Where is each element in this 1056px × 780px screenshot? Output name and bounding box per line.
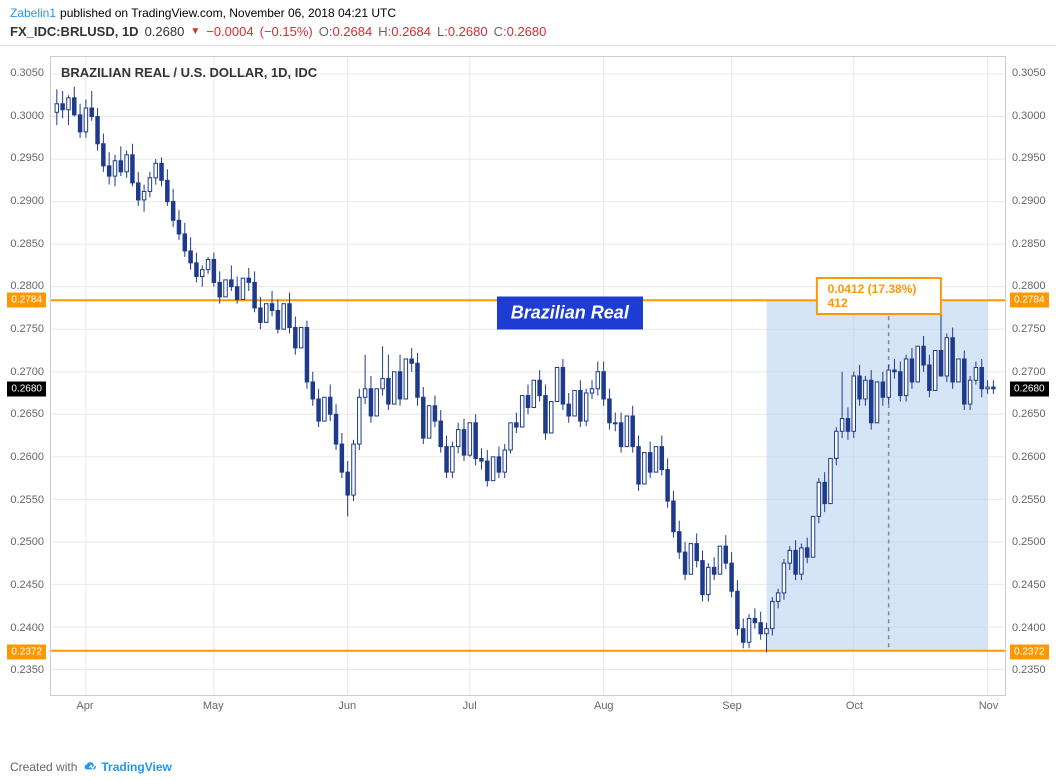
ohlc-c-label: C: [494,24,507,39]
ohlc-l: 0.2680 [448,24,488,39]
y-tick: 0.3000 [1008,110,1056,122]
x-tick: Nov [979,700,999,712]
ohlc-c: 0.2680 [507,24,547,39]
x-axis: Apr May Jun Jul Aug Sep Oct Nov [50,696,1006,716]
down-arrow-icon: ▼ [190,26,200,37]
x-tick: Apr [76,700,93,712]
price-marker: 0.2680 [1010,381,1049,396]
y-tick: 0.2400 [1008,622,1056,634]
tradingview-logo[interactable]: TradingView [83,760,171,774]
y-tick: 0.2850 [1008,238,1056,250]
x-tick: Jul [463,700,477,712]
x-tick: Jun [338,700,356,712]
x-tick: Sep [722,700,742,712]
publish-info: published on TradingView.com, November 0… [60,6,396,20]
y-axis-right: 0.2350 0.2400 0.2450 0.2500 0.2550 0.2600 0.26… [1008,56,1056,696]
price-marker: 0.2680 [7,381,46,396]
chart-title: BRAZILIAN REAL / U.S. DOLLAR, 1D, IDC [61,65,317,80]
y-tick: 0.2600 [1008,451,1056,463]
price-marker: 0.2784 [1010,293,1049,308]
y-tick: 0.2750 [1008,323,1056,335]
y-tick: 0.2950 [1008,152,1056,164]
y-tick: 0.2450 [1008,579,1056,591]
last-price: 0.2680 [145,24,185,39]
footer: Created with TradingView [10,760,172,774]
ohlc-h-label: H: [378,24,391,39]
y-tick: 0.2750 [0,323,48,335]
y-tick: 0.2800 [1008,280,1056,292]
price-marker: 0.2784 [7,293,46,308]
price-change-pct: (−0.15%) [260,24,313,39]
y-tick: 0.2350 [1008,664,1056,676]
y-tick: 0.2500 [0,536,48,548]
chart-canvas [51,57,1005,695]
price-marker: 0.2372 [1010,644,1049,659]
y-tick: 0.2700 [1008,366,1056,378]
annotation-label: Brazilian Real [497,297,643,330]
price-marker: 0.2372 [7,644,46,659]
y-tick: 0.3050 [1008,67,1056,79]
y-tick: 0.2400 [0,622,48,634]
ticker-symbol: FX_IDC:BRLUSD, 1D [10,24,139,39]
y-tick: 0.2450 [0,579,48,591]
y-tick: 0.2500 [1008,536,1056,548]
chart-container[interactable]: 0.2350 0.2400 0.2450 0.2500 0.2550 0.2600 0.26… [0,46,1056,746]
x-tick: May [203,700,224,712]
plot-area[interactable]: BRAZILIAN REAL / U.S. DOLLAR, 1D, IDC Br… [50,56,1006,696]
y-tick: 0.2550 [0,494,48,506]
brand-name: TradingView [101,760,171,774]
ohlc-h: 0.2684 [391,24,431,39]
y-tick: 0.2950 [0,152,48,164]
chart-header: Zabelin1 published on TradingView.com, N… [0,0,1056,46]
footer-text: Created with [10,760,77,774]
cloud-icon [83,761,99,773]
y-tick: 0.2650 [0,408,48,420]
x-tick: Aug [594,700,614,712]
y-tick: 0.2600 [0,451,48,463]
y-tick: 0.2800 [0,280,48,292]
y-tick: 0.2700 [0,366,48,378]
y-tick: 0.2550 [1008,494,1056,506]
y-tick: 0.3000 [0,110,48,122]
ohlc-l-label: L: [437,24,448,39]
y-tick: 0.2350 [0,664,48,676]
y-tick: 0.3050 [0,67,48,79]
x-tick: Oct [846,700,863,712]
y-tick: 0.2900 [0,195,48,207]
measure-label: 0.0412 (17.38%) 412 [816,277,942,315]
y-tick: 0.2650 [1008,408,1056,420]
y-tick: 0.2900 [1008,195,1056,207]
ohlc-o-label: O: [319,24,333,39]
author-link[interactable]: Zabelin1 [10,6,56,20]
y-tick: 0.2850 [0,238,48,250]
ohlc-o: 0.2684 [332,24,372,39]
price-change: −0.0004 [206,24,253,39]
y-axis-left: 0.2350 0.2400 0.2450 0.2500 0.2550 0.2600 0.26… [0,56,48,696]
